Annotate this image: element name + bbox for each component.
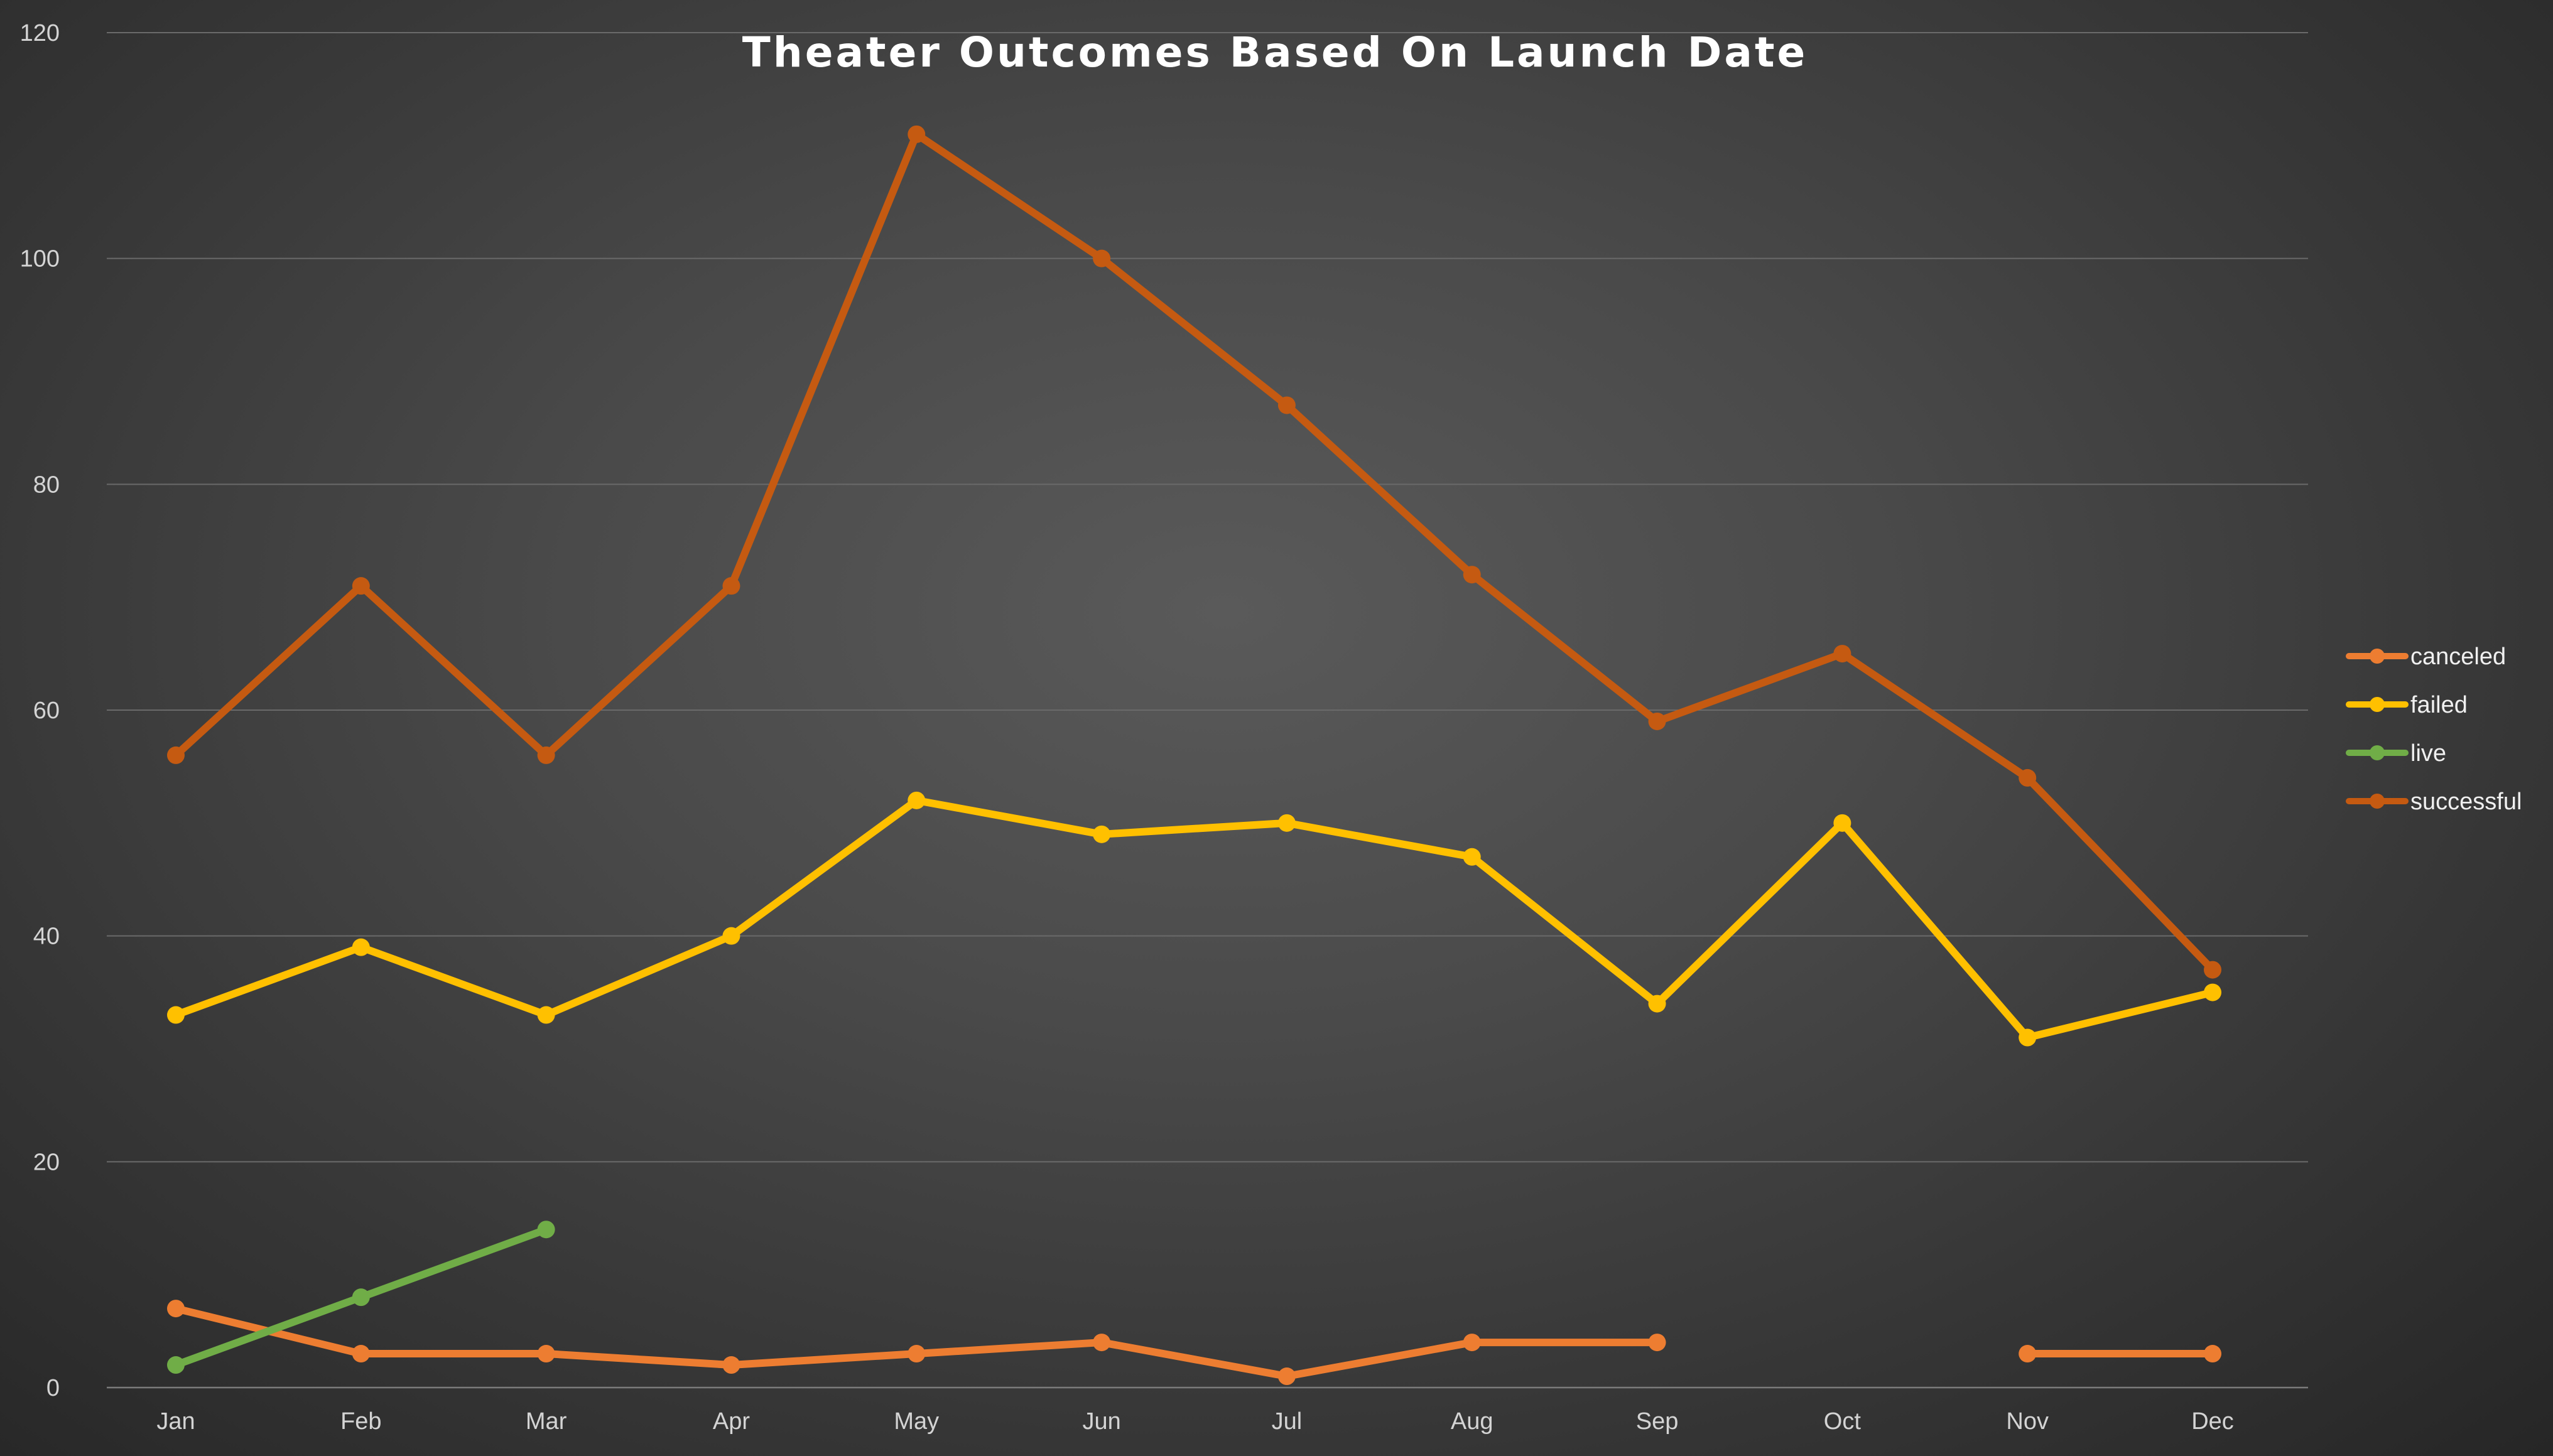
series-live <box>167 1221 555 1374</box>
data-point-successful <box>1833 645 1851 663</box>
data-point-canceled <box>1463 1334 1481 1352</box>
x-tick-label: Nov <box>2006 1408 2049 1435</box>
data-point-canceled <box>722 1356 740 1374</box>
legend-label: failed <box>2410 692 2468 718</box>
data-point-canceled <box>1093 1334 1111 1352</box>
y-tick-label: 0 <box>46 1375 60 1401</box>
x-axis-ticks: Jan Feb Mar Apr May Jun Jul Aug Sep Oct Nov Dec <box>156 1408 2233 1435</box>
data-point-failed <box>2019 1028 2037 1047</box>
data-point-failed <box>352 938 370 956</box>
x-tick-label: Apr <box>713 1408 750 1435</box>
series-successful <box>167 125 2221 979</box>
data-point-successful <box>1648 712 1666 730</box>
x-tick-label: Feb <box>340 1408 381 1435</box>
data-point-successful <box>908 125 926 143</box>
data-point-live <box>537 1221 555 1239</box>
data-point-successful <box>537 746 555 764</box>
legend-label: live <box>2410 740 2446 767</box>
data-point-successful <box>2204 961 2221 979</box>
series-failed <box>167 791 2221 1047</box>
legend-marker <box>2370 697 2385 712</box>
x-tick-label: Dec <box>2191 1408 2234 1435</box>
x-tick-label: Jul <box>1272 1408 1303 1435</box>
y-tick-label: 40 <box>33 924 60 950</box>
y-tick-label: 100 <box>20 246 60 272</box>
series-line-successful <box>172 130 2216 974</box>
series-line-failed <box>172 796 2216 1042</box>
data-point-canceled <box>352 1345 370 1363</box>
data-point-live <box>167 1356 185 1374</box>
data-point-failed <box>537 1006 555 1024</box>
data-point-failed <box>1833 814 1851 832</box>
series-lines <box>167 125 2221 1386</box>
legend-item-live: live <box>2346 740 2446 767</box>
data-point-canceled <box>537 1345 555 1363</box>
legend-marker <box>2370 649 2385 664</box>
data-point-successful <box>352 577 370 595</box>
data-point-canceled <box>2204 1345 2221 1363</box>
chart-title: Theater Outcomes Based On Launch Date <box>742 28 1808 77</box>
y-tick-label: 80 <box>33 472 60 498</box>
data-point-canceled <box>167 1300 185 1318</box>
data-point-successful <box>1463 566 1481 584</box>
x-tick-label: Oct <box>1824 1408 1862 1435</box>
y-tick-label: 20 <box>33 1149 60 1175</box>
legend-item-failed: failed <box>2346 692 2468 718</box>
data-point-failed <box>908 791 926 809</box>
data-point-canceled <box>1648 1334 1666 1352</box>
gridlines <box>107 32 2308 1389</box>
data-point-failed <box>1463 848 1481 866</box>
data-point-canceled <box>1277 1367 1296 1386</box>
data-point-failed <box>1093 825 1111 843</box>
data-point-failed <box>167 1006 185 1024</box>
data-point-successful <box>2019 768 2037 787</box>
y-axis-ticks: 0 20 40 60 80 100 120 <box>20 20 60 1401</box>
data-point-successful <box>1277 396 1296 414</box>
data-point-successful <box>167 746 185 764</box>
series-canceled <box>167 1300 2221 1386</box>
legend-label: successful <box>2410 789 2522 815</box>
legend-marker <box>2370 745 2385 760</box>
x-tick-label: Mar <box>526 1408 567 1435</box>
data-point-successful <box>722 577 740 595</box>
x-tick-label: Sep <box>1636 1408 1679 1435</box>
data-point-failed <box>1648 995 1666 1013</box>
legend-item-canceled: canceled <box>2346 644 2506 670</box>
x-tick-label: May <box>894 1408 939 1435</box>
data-point-canceled <box>908 1345 926 1363</box>
data-point-successful <box>1093 249 1111 267</box>
data-point-failed <box>722 927 740 945</box>
legend: canceled failed live successful <box>2346 644 2522 815</box>
data-point-failed <box>2204 983 2221 1001</box>
y-tick-label: 60 <box>33 698 60 724</box>
x-tick-label: Jan <box>156 1408 195 1435</box>
legend-label: canceled <box>2410 644 2506 670</box>
legend-marker <box>2370 794 2385 809</box>
data-point-failed <box>1277 814 1296 832</box>
series-line-canceled <box>172 1305 1661 1381</box>
data-point-canceled <box>2019 1345 2037 1363</box>
y-tick-label: 120 <box>20 20 60 46</box>
data-point-live <box>352 1288 370 1307</box>
x-tick-label: Jun <box>1082 1408 1120 1435</box>
x-tick-label: Aug <box>1451 1408 1493 1435</box>
legend-item-successful: successful <box>2346 789 2522 815</box>
